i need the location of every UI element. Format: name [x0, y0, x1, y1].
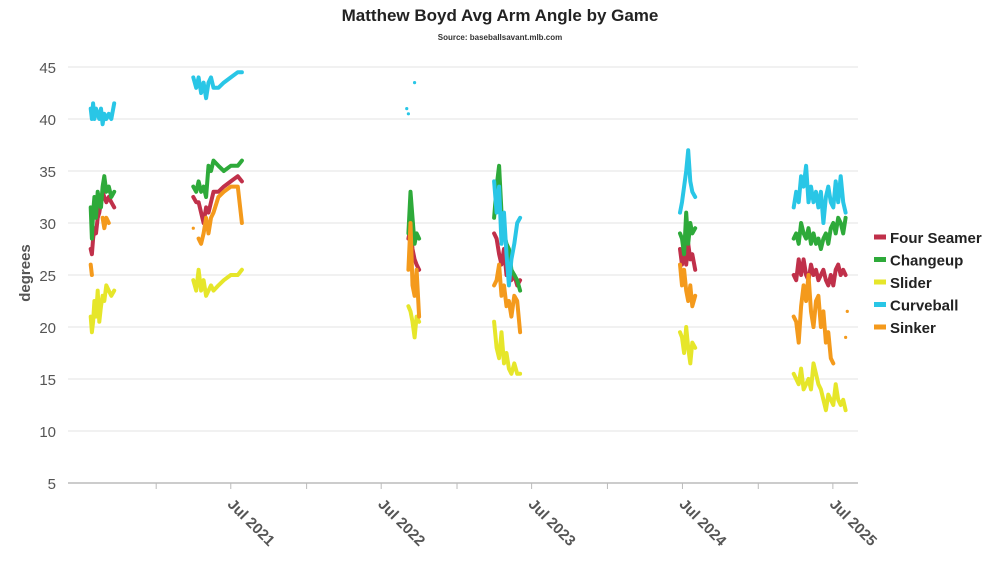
series-line-segment	[191, 174, 244, 225]
y-tick-label: 15	[39, 372, 56, 389]
series-line-segment	[492, 179, 523, 288]
series-line-segment	[196, 184, 244, 246]
series-line-segment	[88, 174, 117, 241]
series-curveball	[88, 70, 848, 288]
series-line-segment	[492, 262, 523, 335]
series-line-segment	[678, 148, 698, 215]
series-lines	[88, 70, 849, 413]
y-tick-label: 25	[39, 268, 56, 285]
series-point	[191, 226, 195, 230]
legend: Four Seamer Changeup Slider Curveball Sinker	[874, 230, 982, 337]
x-tick-label: Jul 2023	[525, 496, 579, 550]
series-line-segment	[88, 283, 117, 335]
series-point	[412, 81, 417, 85]
x-axis: Jul 2021 Jul 2022 Jul 2023 Jul 2024 Jul 2025	[155, 483, 880, 550]
y-axis-label: degrees	[17, 244, 34, 302]
y-tick-label: 30	[39, 216, 56, 233]
series-line-segment	[100, 215, 111, 231]
series-point	[405, 107, 409, 111]
series-line-segment	[791, 273, 836, 366]
series-line-segment	[791, 215, 848, 251]
legend-label: Four Seamer	[890, 230, 982, 247]
series-line-segment	[791, 163, 848, 225]
legend-label: Slider	[890, 275, 932, 292]
x-tick-label: Jul 2024	[676, 496, 730, 550]
series-line-segment	[406, 189, 422, 246]
series-line-segment	[191, 70, 244, 101]
legend-label: Sinker	[890, 320, 936, 337]
y-tick-label: 35	[39, 164, 56, 181]
x-tick-label: Jul 2022	[374, 496, 428, 550]
series-line-segment	[406, 221, 422, 319]
series-line-segment	[191, 158, 244, 199]
legend-label: Curveball	[890, 298, 958, 315]
grid-lines	[68, 66, 858, 484]
chart-subtitle: Source: baseballsavant.mlb.com	[437, 33, 563, 42]
chart-title: Matthew Boyd Avg Arm Angle by Game	[341, 6, 659, 25]
series-line-segment	[88, 101, 117, 127]
x-tick-label: Jul 2025	[826, 496, 880, 550]
x-tick-label: Jul 2021	[224, 496, 278, 550]
legend-label: Changeup	[890, 253, 963, 270]
series-line-segment	[678, 241, 698, 272]
y-tick-label: 40	[39, 112, 56, 129]
y-tick-label: 10	[39, 424, 56, 441]
series-line-segment	[791, 257, 848, 288]
series-point	[844, 335, 848, 339]
series-line-segment	[791, 361, 848, 413]
series-point	[406, 112, 410, 116]
y-tick-label: 20	[39, 320, 56, 337]
series-line-segment	[678, 262, 698, 309]
series-sinker	[88, 184, 849, 366]
series-line-segment	[492, 319, 523, 376]
series-line-segment	[678, 210, 698, 257]
series-line-segment	[406, 304, 422, 340]
series-point	[845, 309, 849, 313]
series-line-segment	[191, 267, 244, 298]
series-slider	[88, 267, 848, 413]
y-tick-label: 45	[39, 60, 56, 77]
y-axis-ticks: 5 10 15 20 25 30 35 40 45	[39, 60, 56, 493]
series-line-segment	[88, 262, 94, 277]
series-line-segment	[678, 325, 698, 366]
y-tick-label: 5	[48, 476, 56, 493]
